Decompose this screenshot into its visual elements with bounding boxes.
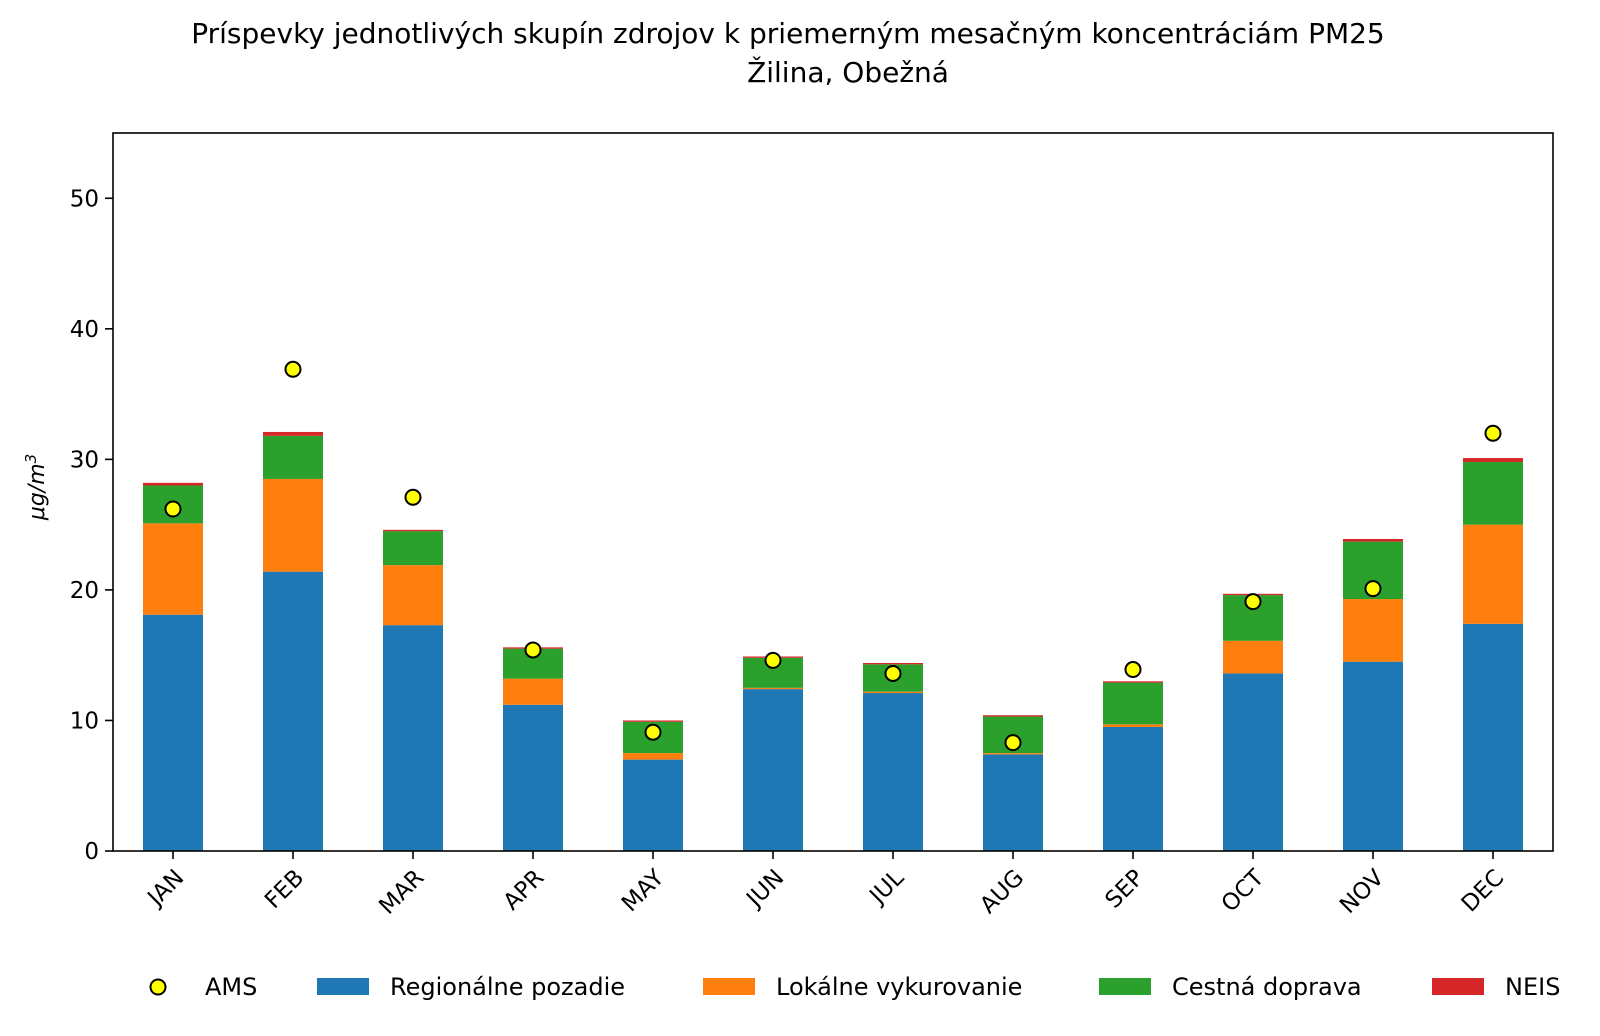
bar-neis (1103, 681, 1163, 683)
bar-regionálne-pozadie (503, 704, 563, 851)
bar-neis (1463, 458, 1523, 462)
x-tick-label: AUG (975, 865, 1029, 919)
ams-marker (284, 360, 302, 378)
x-tick-label: FEB (260, 865, 309, 914)
ams-marker (1124, 661, 1142, 679)
plot-frame (112, 132, 1554, 852)
chart-subtitle: Žilina, Obežná (747, 55, 949, 89)
x-axis: JAN FEB MAR APR MAY JUN JUL AUG SEP OCT NOV DEC (142, 851, 1510, 920)
legend-label: NEIS (1505, 973, 1560, 1001)
bar-neis (863, 663, 923, 665)
bar-regionálne-pozadie (383, 625, 443, 851)
bar-regionálne-pozadie (1463, 623, 1523, 851)
bar-cestná-doprava (1463, 461, 1523, 525)
bar-regionálne-pozadie (1103, 726, 1163, 851)
x-tick-label: NOV (1335, 865, 1389, 919)
y-axis-label: μg/m3 (22, 454, 50, 521)
legend-swatch-lokálne-vykurovanie (703, 978, 755, 995)
bar-lokálne-vykurovanie (1223, 640, 1283, 674)
bar-cestná-doprava (263, 435, 323, 479)
ams-marker (164, 500, 182, 518)
y-axis: 0 10 20 30 40 50 (70, 186, 113, 865)
y-tick-label: 10 (70, 708, 99, 734)
bar-lokálne-vykurovanie (503, 678, 563, 705)
bar-lokálne-vykurovanie (263, 478, 323, 572)
bar-lokálne-vykurovanie (743, 687, 803, 690)
x-tick-label: DEC (1457, 865, 1510, 918)
ams-marker (524, 641, 542, 659)
legend-label: Cestná doprava (1172, 973, 1362, 1001)
bar-regionálne-pozadie (263, 571, 323, 851)
bar-regionálne-pozadie (1343, 661, 1403, 851)
y-tick-label: 50 (70, 186, 99, 212)
ams-marker (764, 651, 782, 669)
ams-marker (1004, 734, 1022, 752)
bar-lokálne-vykurovanie (623, 753, 683, 760)
bar-regionálne-pozadie (983, 754, 1043, 851)
ams-marker (404, 488, 422, 506)
ams-markers (164, 360, 1502, 752)
bar-neis (263, 431, 323, 436)
bar-neis (383, 529, 443, 532)
x-tick-label: JAN (142, 865, 190, 913)
ams-marker (644, 723, 662, 741)
bar-cestná-doprava (383, 531, 443, 566)
bar-neis (1343, 538, 1403, 542)
legend-label: AMS (205, 973, 257, 1001)
bar-lokálne-vykurovanie (1343, 599, 1403, 662)
y-tick-label: 0 (84, 839, 99, 865)
legend-swatch-regionálne-pozadie (317, 978, 369, 995)
bar-lokálne-vykurovanie (383, 565, 443, 626)
legend-label: Lokálne vykurovanie (776, 973, 1022, 1001)
bar-lokálne-vykurovanie (1463, 524, 1523, 624)
bar-cestná-doprava (1103, 682, 1163, 725)
bar-neis (623, 720, 683, 722)
ams-marker (884, 664, 902, 682)
bar-lokálne-vykurovanie (143, 523, 203, 615)
ams-marker (1244, 593, 1262, 611)
legend-swatch-cestná-doprava (1099, 978, 1151, 995)
legend: AMS Regionálne pozadie Lokálne vykurovanie… (149, 973, 1560, 1001)
x-tick-label: MAR (374, 865, 429, 920)
bar-neis (143, 482, 203, 486)
bar-regionálne-pozadie (863, 693, 923, 851)
y-tick-label: 20 (70, 578, 99, 604)
legend-marker-ams (149, 978, 167, 996)
bar-lokálne-vykurovanie (983, 753, 1043, 755)
bar-regionálne-pozadie (743, 689, 803, 851)
chart-title: Príspevky jednotlivých skupín zdrojov k … (191, 17, 1385, 50)
x-tick-label: JUL (864, 865, 910, 911)
bar-regionálne-pozadie (1223, 673, 1283, 851)
x-tick-label: SEP (1100, 865, 1149, 914)
y-tick-label: 40 (70, 317, 99, 343)
legend-swatch-neis (1432, 978, 1484, 995)
bars (143, 431, 1523, 851)
y-tick-label: 30 (70, 447, 99, 473)
bar-regionálne-pozadie (143, 614, 203, 851)
y-axis-label-base: μg/m (25, 463, 50, 521)
bar-neis (983, 715, 1043, 717)
x-tick-label: JUN (741, 865, 790, 914)
bar-lokálne-vykurovanie (863, 691, 923, 694)
x-tick-label: MAY (617, 864, 670, 917)
legend-label: Regionálne pozadie (390, 973, 625, 1001)
ams-marker (1364, 580, 1382, 598)
y-axis-label-sup: 3 (22, 454, 40, 464)
bar-regionálne-pozadie (623, 759, 683, 851)
x-tick-label: OCT (1217, 864, 1270, 917)
x-tick-label: APR (499, 865, 550, 916)
ams-marker (1484, 424, 1502, 442)
bar-lokálne-vykurovanie (1103, 724, 1163, 727)
